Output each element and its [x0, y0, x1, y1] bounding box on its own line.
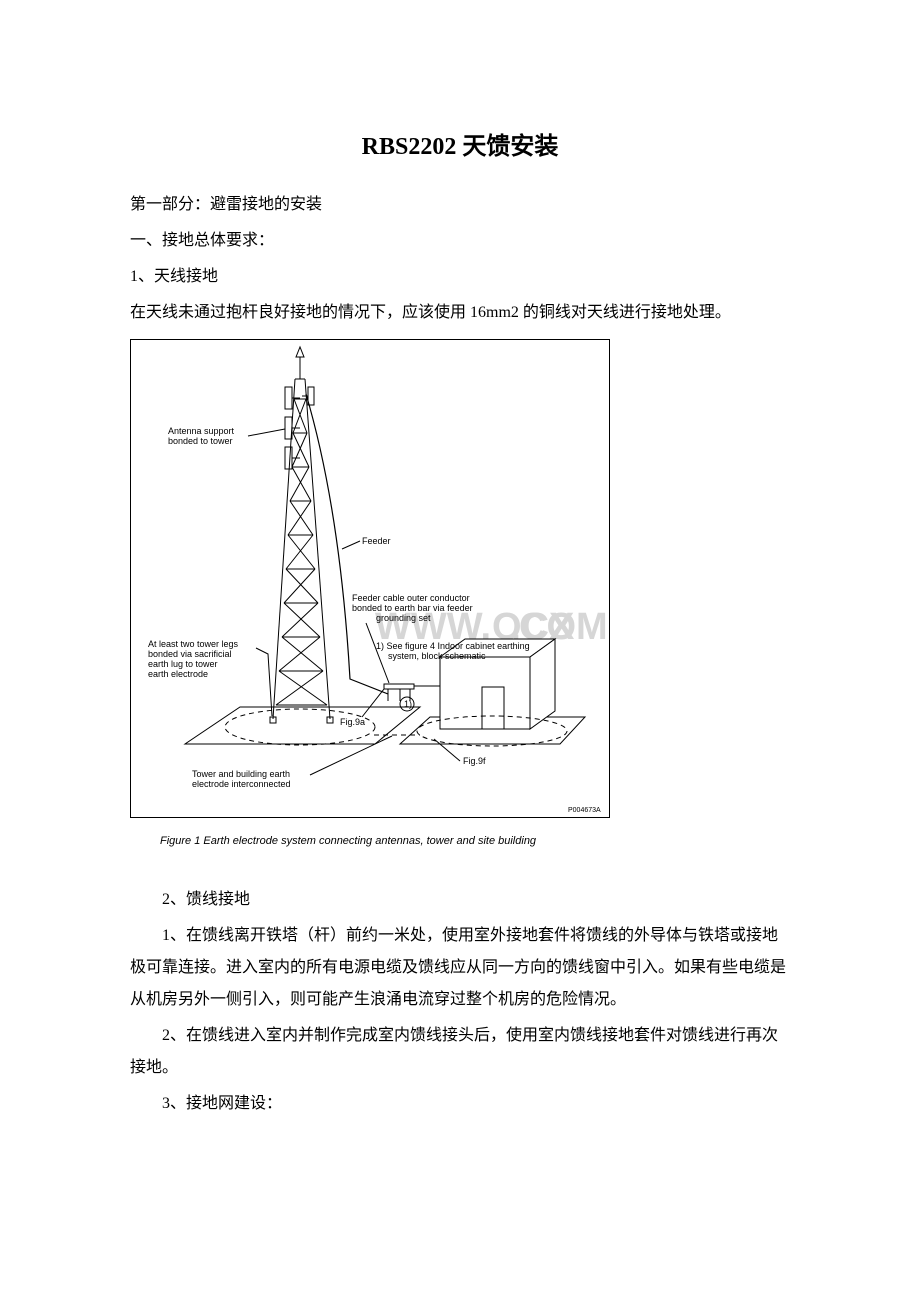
page-title: RBS2202 天馈安装 [130, 126, 790, 161]
item-ground-net: 3、接地网建设： [130, 1088, 790, 1120]
label-tower-legs-3: earth lug to tower [148, 659, 218, 669]
item-feeder-title: 2、馈线接地 [130, 884, 790, 916]
label-fig9a: Fig.9a [340, 717, 365, 727]
figure-1-svg: WWW. OCX . COM [130, 339, 610, 854]
figure-caption: Figure 1 Earth electrode system connecti… [160, 835, 537, 847]
item-feeder-p1: 1、在馈线离开铁塔（杆）前约一米处，使用室外接地套件将馈线的外导体与铁塔或接地极… [130, 920, 790, 1016]
document-page: RBS2202 天馈安装 第一部分：避雷接地的安装 一、接地总体要求： 1、天线… [0, 0, 920, 1184]
item-antenna-body: 在天线未通过抱杆良好接地的情况下，应该使用 16mm2 的铜线对天线进行接地处理… [130, 297, 790, 329]
label-antenna-support-2: bonded to tower [168, 436, 233, 446]
label-feeder: Feeder [362, 536, 391, 546]
label-tower-legs-4: earth electrode [148, 669, 208, 679]
subsection-heading: 一、接地总体要求： [130, 225, 790, 257]
label-antenna-support-1: Antenna support [168, 426, 235, 436]
label-tower-legs-1: At least two tower legs [148, 639, 239, 649]
label-see-fig4-1: 1) See figure 4 Indoor cabinet earthing [376, 641, 530, 651]
label-see-fig4-2: system, block schematic [388, 651, 486, 661]
label-feeder-cable-2: bonded to earth bar via feeder [352, 603, 473, 613]
label-interconnect-1: Tower and building earth [192, 769, 290, 779]
label-feeder-cable-1: Feeder cable outer conductor [352, 593, 470, 603]
label-tower-legs-2: bonded via sacrificial [148, 649, 232, 659]
item-feeder-p2: 2、在馈线进入室内并制作完成室内馈线接头后，使用室内馈线接地套件对馈线进行再次接… [130, 1020, 790, 1084]
label-1-marker: 1) [404, 699, 412, 709]
label-fig9f: Fig.9f [463, 756, 486, 766]
item-antenna-title: 1、天线接地 [130, 261, 790, 293]
label-feeder-cable-3: grounding set [376, 613, 431, 623]
figure-code: P004673A [568, 807, 601, 814]
section-heading: 第一部分：避雷接地的安装 [130, 189, 790, 221]
figure-1: WWW. OCX . COM [130, 339, 790, 854]
label-interconnect-2: electrode interconnected [192, 779, 291, 789]
